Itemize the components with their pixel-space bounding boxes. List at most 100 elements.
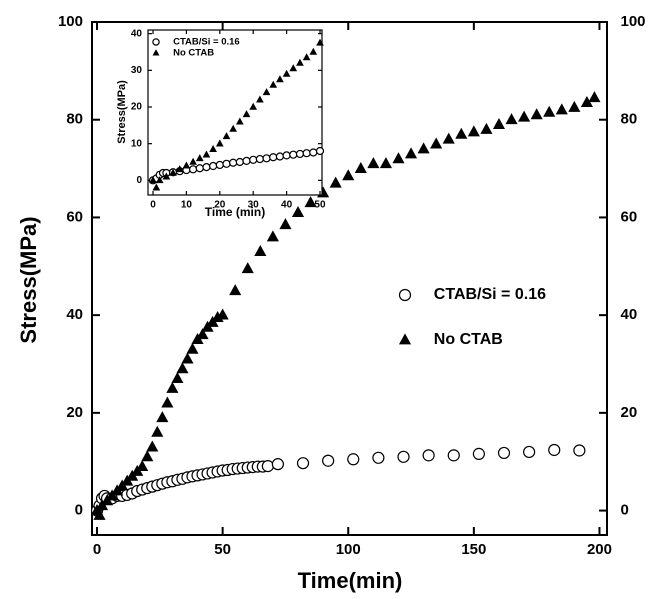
data-point	[256, 95, 264, 103]
data-point	[392, 152, 405, 164]
x-tick-label: 50	[314, 200, 326, 211]
data-point	[229, 284, 242, 296]
legend-label: No CTAB	[173, 48, 214, 59]
data-point	[404, 147, 418, 159]
y-tick-label-right: 80	[621, 111, 638, 128]
data-point	[195, 154, 204, 162]
data-point	[316, 38, 324, 46]
y-tick-label: 0	[75, 502, 83, 519]
data-point	[523, 445, 536, 459]
data-point	[136, 460, 149, 471]
x-tick-label: 10	[181, 200, 193, 211]
data-point	[467, 125, 480, 137]
y-tick-label: 40	[66, 306, 83, 323]
data-point	[322, 454, 335, 467]
y-axis-title: Stress(MPa)	[116, 80, 128, 144]
data-point	[249, 155, 258, 164]
data-point	[315, 146, 325, 156]
y-tick-label: 40	[131, 28, 143, 39]
data-point	[472, 447, 485, 460]
data-point	[235, 117, 244, 125]
data-point	[166, 381, 179, 393]
y-tick-label: 0	[136, 175, 142, 186]
legend-label: CTAB/Si = 0.16	[173, 37, 240, 48]
y-tick-label: 80	[66, 111, 83, 128]
legend-label: CTAB/Si = 0.16	[434, 286, 546, 303]
data-point	[289, 64, 298, 72]
data-point	[235, 157, 244, 167]
legend-label: No CTAB	[434, 331, 503, 348]
x-tick-label: 0	[150, 200, 156, 211]
data-point	[455, 127, 468, 139]
x-tick-label: 40	[281, 200, 293, 211]
data-point	[271, 458, 285, 471]
y-tick-label: 20	[131, 102, 143, 113]
data-point	[296, 58, 304, 66]
data-point	[302, 149, 311, 158]
data-point	[262, 88, 271, 96]
data-point	[518, 110, 531, 122]
data-point	[282, 151, 291, 160]
x-tick-label: 30	[248, 200, 260, 211]
data-point	[215, 160, 224, 170]
data-point	[309, 148, 318, 157]
data-point	[372, 451, 385, 464]
data-point	[261, 460, 274, 473]
data-point	[447, 449, 460, 462]
data-point	[151, 425, 164, 437]
y-tick-label: 30	[131, 65, 143, 76]
data-point	[555, 103, 568, 115]
data-point	[195, 164, 204, 173]
data-point	[342, 169, 355, 181]
data-point	[255, 154, 264, 164]
data-point	[175, 165, 184, 173]
legend-marker	[398, 288, 412, 302]
data-point	[505, 113, 518, 125]
data-point	[229, 158, 238, 167]
data-point	[188, 165, 198, 174]
y-tick-label-right: 100	[621, 13, 646, 30]
data-point	[379, 157, 392, 169]
data-point	[430, 137, 443, 149]
data-point	[189, 157, 197, 165]
data-point	[215, 139, 224, 147]
data-point	[242, 110, 251, 118]
x-tick-label: 50	[214, 541, 231, 558]
data-point	[269, 153, 278, 162]
y-tick-label: 100	[58, 13, 83, 30]
data-point	[162, 172, 171, 180]
legend-marker	[152, 49, 160, 56]
data-point	[367, 157, 380, 169]
data-point	[209, 144, 217, 152]
data-point	[480, 122, 493, 134]
data-point	[291, 205, 305, 217]
data-point	[216, 308, 229, 320]
data-point	[417, 142, 430, 154]
y-tick-label-right: 60	[621, 208, 638, 225]
data-point	[295, 149, 305, 159]
data-point	[196, 328, 209, 340]
data-point	[146, 440, 159, 452]
data-point	[152, 183, 161, 191]
data-point	[492, 118, 506, 129]
data-point	[543, 105, 556, 117]
data-point	[149, 176, 157, 184]
data-point	[289, 150, 298, 159]
data-point	[186, 342, 199, 354]
data-point	[229, 124, 238, 132]
data-point	[254, 245, 267, 257]
x-axis-title: Time (min)	[205, 205, 265, 219]
y-tick-label-right: 40	[621, 306, 638, 323]
x-tick-label: 20	[214, 200, 226, 211]
data-point	[155, 176, 164, 184]
data-point	[282, 69, 291, 77]
data-point	[242, 156, 251, 165]
data-point	[249, 102, 258, 110]
data-point	[304, 196, 317, 208]
data-point	[347, 453, 360, 466]
y-tick-label-right: 0	[621, 502, 629, 519]
data-point	[269, 80, 278, 88]
data-point	[222, 132, 231, 140]
data-point	[568, 100, 581, 112]
